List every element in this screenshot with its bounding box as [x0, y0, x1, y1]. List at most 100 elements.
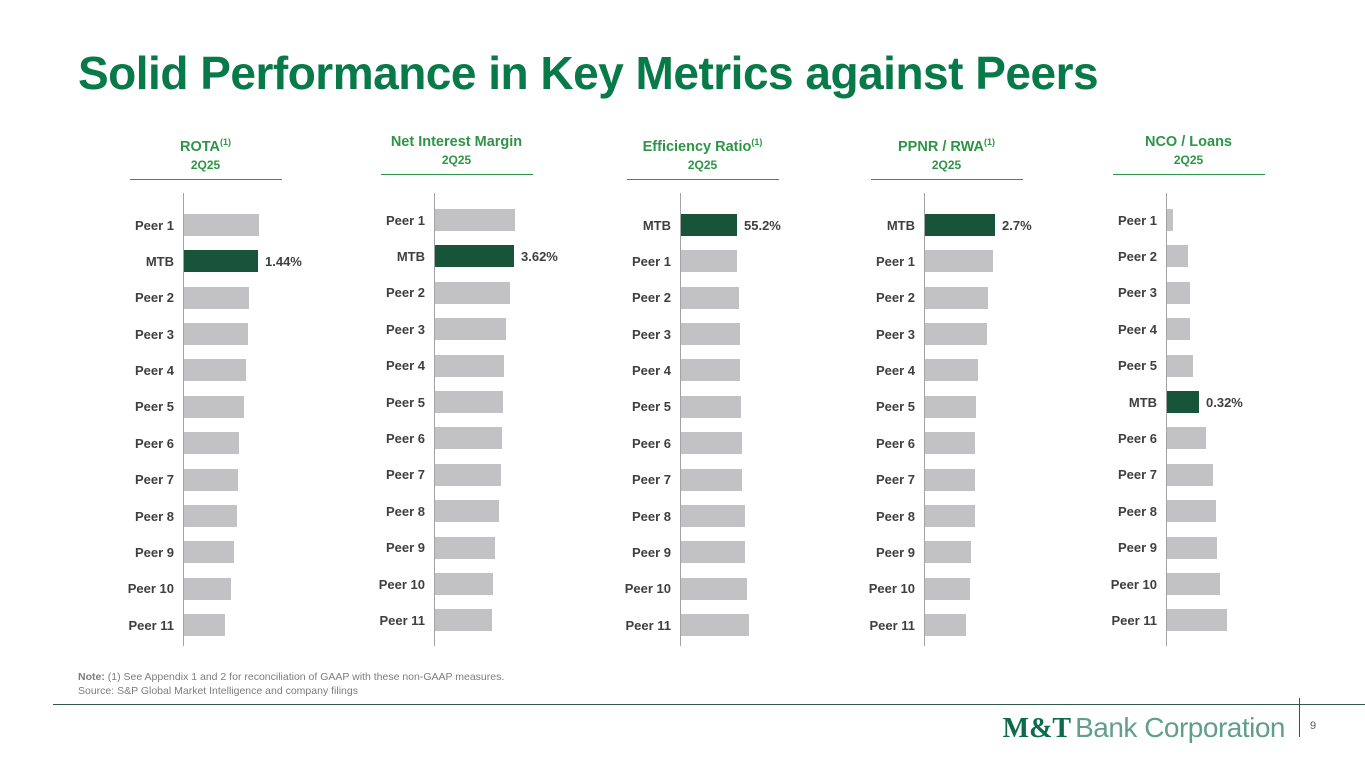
chart-row-peer-3: Peer 3	[83, 316, 328, 352]
bar-area	[1166, 457, 1311, 493]
chart-row-peer-9: Peer 9	[334, 530, 579, 566]
chart-title-footnote-marker: (1)	[220, 137, 231, 147]
chart-row-peer-5: Peer 5	[334, 384, 579, 420]
chart-row-mtb: MTB 1.44%	[83, 243, 328, 279]
chart-rows: Peer 1 MTB 3.62% Peer 2 Peer 3 Peer 4 Peer 5 Pe…	[334, 202, 579, 639]
peer-bar	[925, 504, 975, 527]
row-label: Peer 8	[875, 508, 915, 524]
peer-bar	[1167, 209, 1173, 231]
bar-area	[1166, 420, 1311, 456]
peer-bar	[184, 323, 248, 345]
row-label: Peer 9	[385, 540, 425, 556]
highlight-bar	[681, 213, 737, 236]
chart-row-peer-1: Peer 1	[334, 202, 579, 238]
row-label: Peer 3	[631, 326, 671, 342]
bar-area	[924, 389, 1069, 425]
chart-row-peer-7: Peer 7	[580, 462, 825, 498]
footnote-note-line: Note: (1) See Appendix 1 and 2 for recon…	[78, 670, 504, 684]
row-label: Peer 7	[134, 472, 174, 488]
bar-area	[434, 311, 579, 347]
chart-row-peer-11: Peer 11	[1066, 602, 1311, 638]
chart-row-peer-3: Peer 3	[334, 311, 579, 347]
chart-row-peer-8: Peer 8	[824, 498, 1069, 534]
chart-header-underline	[1112, 174, 1265, 175]
peer-bar	[184, 432, 239, 455]
peer-bar	[1167, 281, 1190, 304]
row-label: Peer 4	[875, 363, 915, 379]
row-label: Peer 6	[875, 435, 915, 451]
bar-area	[183, 498, 328, 534]
bar-area	[434, 420, 579, 456]
chart-header-underline	[626, 178, 779, 180]
chart-row-peer-10: Peer 10	[1066, 566, 1311, 602]
peer-bar	[435, 281, 510, 304]
peer-bar	[184, 577, 231, 600]
bar-area	[183, 571, 328, 607]
peer-bar	[681, 286, 739, 309]
bar-area	[924, 243, 1069, 279]
peer-bar	[435, 500, 499, 523]
chart-row-peer-7: Peer 7	[334, 457, 579, 493]
peer-bar	[681, 468, 742, 491]
peer-bar	[1167, 318, 1190, 341]
bar-area	[924, 607, 1069, 643]
bar-area	[924, 462, 1069, 498]
row-label: Peer 1	[134, 217, 174, 233]
row-label: Peer 8	[631, 508, 671, 524]
peer-bar	[184, 395, 244, 418]
chart-header-underline	[870, 178, 1023, 180]
chart-row-peer-6: Peer 6	[83, 425, 328, 461]
chart-title: ROTA(1)	[179, 137, 231, 155]
chart-subtitle: 2Q25	[931, 157, 962, 172]
bar-area	[924, 316, 1069, 352]
peer-bar	[681, 614, 749, 637]
peer-bar	[435, 318, 506, 341]
row-label: MTB	[1128, 394, 1157, 410]
peer-bar	[681, 504, 745, 527]
slide-title: Solid Performance in Key Metrics against…	[78, 47, 1099, 99]
chart-row-peer-3: Peer 3	[824, 316, 1069, 352]
peer-bar	[1167, 245, 1188, 268]
row-label: Peer 2	[1117, 249, 1157, 265]
chart-row-peer-6: Peer 6	[824, 425, 1069, 461]
peer-bar	[1167, 354, 1193, 377]
peer-bar	[681, 395, 741, 418]
row-label: Peer 6	[134, 435, 174, 451]
peer-bar	[681, 577, 747, 600]
chart-row-peer-4: Peer 4	[1066, 311, 1311, 347]
bar-area	[680, 571, 825, 607]
bar-area	[434, 493, 579, 529]
peer-bar	[925, 541, 971, 564]
bar-area: 3.62%	[434, 238, 579, 274]
row-label: Peer 7	[385, 467, 425, 483]
footer-divider-line	[53, 704, 1365, 705]
row-label: Peer 10	[868, 581, 915, 597]
footnote-note-text: (1) See Appendix 1 and 2 for reconciliat…	[104, 671, 505, 683]
row-label: MTB	[886, 217, 915, 233]
row-label: Peer 4	[1117, 321, 1157, 337]
page-number-divider	[1299, 698, 1300, 737]
chart-row-peer-7: Peer 7	[1066, 457, 1311, 493]
chart-axis	[183, 193, 184, 646]
bar-area	[434, 384, 579, 420]
chart-subtitle: 2Q25	[687, 157, 718, 172]
chart-row-peer-4: Peer 4	[83, 352, 328, 388]
chart-row-peer-9: Peer 9	[83, 534, 328, 570]
row-label: Peer 9	[134, 545, 174, 561]
peer-bar	[681, 323, 740, 345]
peer-bar	[184, 359, 246, 382]
bar-area	[1166, 566, 1311, 602]
row-label: Peer 2	[385, 285, 425, 301]
chart-axis	[924, 193, 925, 646]
row-label: Peer 8	[1117, 503, 1157, 519]
bar-area: 1.44%	[183, 243, 328, 279]
bar-area	[434, 566, 579, 602]
peer-bar	[435, 609, 492, 632]
bar-area	[1166, 530, 1311, 566]
bar-area	[680, 352, 825, 388]
footnote-note-label: Note:	[78, 671, 105, 683]
row-label: Peer 6	[631, 435, 671, 451]
bar-value-label: 2.7%	[1002, 217, 1032, 233]
chart-row-peer-5: Peer 5	[1066, 348, 1311, 384]
